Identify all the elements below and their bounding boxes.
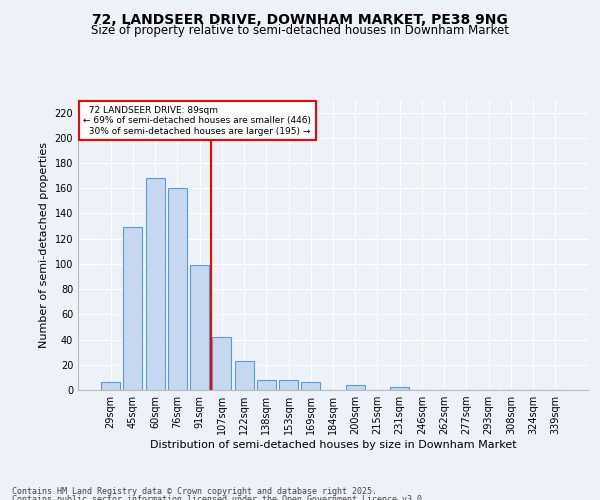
Bar (168, 188, 187, 390)
Text: 72, LANDSEER DRIVE, DOWNHAM MARKET, PE38 9NG: 72, LANDSEER DRIVE, DOWNHAM MARKET, PE38… (92, 12, 508, 26)
Bar (212, 337, 231, 390)
Bar (235, 361, 254, 390)
Bar (279, 380, 298, 390)
Text: Size of property relative to semi-detached houses in Downham Market: Size of property relative to semi-detach… (91, 24, 509, 37)
Bar (301, 382, 320, 390)
Bar (390, 388, 409, 390)
Bar (101, 382, 120, 390)
Bar (124, 228, 142, 390)
Text: Contains HM Land Registry data © Crown copyright and database right 2025.: Contains HM Land Registry data © Crown c… (12, 488, 377, 496)
Bar (146, 178, 164, 390)
Text: Contains public sector information licensed under the Open Government Licence v3: Contains public sector information licen… (12, 495, 427, 500)
X-axis label: Distribution of semi-detached houses by size in Downham Market: Distribution of semi-detached houses by … (149, 440, 517, 450)
Bar (346, 385, 365, 390)
Bar (257, 380, 276, 390)
Text: 72 LANDSEER DRIVE: 89sqm
← 69% of semi-detached houses are smaller (446)
  30% o: 72 LANDSEER DRIVE: 89sqm ← 69% of semi-d… (83, 106, 311, 136)
Y-axis label: Number of semi-detached properties: Number of semi-detached properties (39, 142, 49, 348)
Bar (190, 265, 209, 390)
